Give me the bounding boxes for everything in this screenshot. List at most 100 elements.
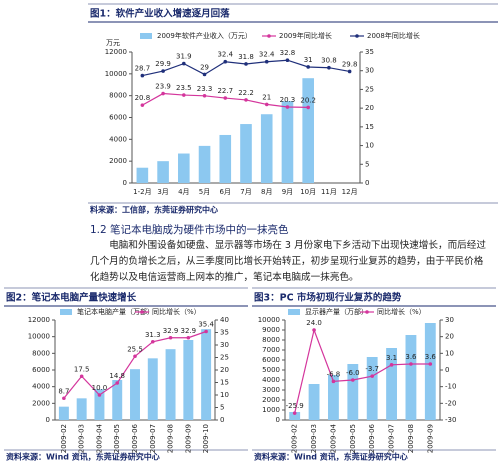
marker bbox=[428, 362, 433, 366]
legend-marker bbox=[355, 34, 359, 38]
x-tick-label: 1-2月 bbox=[133, 188, 151, 196]
y-tick-label: 6000 bbox=[109, 114, 127, 122]
y2-tick-label: 30 bbox=[365, 67, 374, 75]
y-tick-label: 4000 bbox=[262, 376, 280, 384]
marker bbox=[97, 393, 102, 397]
marker bbox=[370, 374, 374, 378]
y-tick-label: 0 bbox=[276, 416, 280, 424]
data-label: 30.8 bbox=[321, 57, 337, 65]
y2-tick-label: 40 bbox=[220, 316, 229, 324]
bar bbox=[328, 375, 339, 420]
bar bbox=[240, 124, 252, 183]
data-label: 35.4 bbox=[198, 321, 214, 329]
bar bbox=[165, 349, 176, 420]
marker bbox=[292, 411, 297, 415]
bar bbox=[405, 335, 417, 420]
data-label: 23.5 bbox=[176, 84, 192, 92]
y-axis-label: 万元 bbox=[106, 39, 120, 47]
x-tick-label: 2009-02 bbox=[60, 424, 68, 453]
legend-label: 同比增长（%） bbox=[377, 307, 426, 316]
x-tick-label: 2009-09 bbox=[426, 424, 434, 453]
marker bbox=[331, 379, 336, 384]
data-label: 3.1 bbox=[386, 354, 397, 362]
marker bbox=[133, 354, 137, 359]
data-label: 20.8 bbox=[135, 94, 151, 102]
bar bbox=[198, 145, 211, 183]
y2-tick-label: 10 bbox=[445, 349, 454, 357]
x-tick-label: 2009-08 bbox=[407, 424, 415, 453]
data-label: 22.7 bbox=[217, 87, 233, 95]
data-label: 20.2 bbox=[300, 96, 316, 104]
y-tick-label: 2000 bbox=[262, 396, 280, 404]
y-tick-label: 2000 bbox=[32, 399, 50, 407]
x-tick-label: 2009-07 bbox=[149, 424, 157, 453]
y2-tick-label: -30 bbox=[445, 416, 456, 424]
legend-label: 2009年软件产业收入（万元） bbox=[157, 31, 252, 40]
marker bbox=[202, 93, 207, 98]
y2-tick-label: 20 bbox=[220, 366, 229, 374]
bar bbox=[219, 134, 232, 183]
marker bbox=[244, 98, 248, 102]
x-tick-label: 7月 bbox=[240, 188, 251, 196]
bar bbox=[94, 389, 105, 420]
marker bbox=[115, 381, 120, 385]
marker bbox=[202, 72, 207, 77]
data-label: 21 bbox=[262, 93, 271, 101]
y2-tick-label: 10 bbox=[365, 142, 374, 150]
bar bbox=[386, 348, 397, 420]
y-tick-label: 8000 bbox=[32, 349, 50, 357]
marker bbox=[182, 93, 186, 97]
marker bbox=[351, 378, 355, 382]
data-label: 32.4 bbox=[217, 51, 233, 59]
section-heading: 1.2 笔记本电脑成为硬件市场中的一抹亮色 bbox=[90, 224, 289, 236]
legend-label: 笔记本电脑产量（万部） bbox=[77, 307, 154, 316]
marker bbox=[285, 105, 290, 109]
marker bbox=[223, 59, 228, 64]
y-tick-label: 6000 bbox=[262, 356, 280, 364]
marker bbox=[161, 69, 165, 73]
y2-tick-label: 0 bbox=[445, 366, 449, 374]
bar bbox=[281, 101, 294, 183]
y-tick-label: 0 bbox=[123, 179, 127, 187]
y2-tick-label: 25 bbox=[365, 85, 374, 93]
x-tick-label: 2009-04 bbox=[329, 423, 337, 453]
legend-marker bbox=[267, 34, 271, 38]
y-tick-label: 10000 bbox=[28, 333, 50, 341]
data-label: 31.8 bbox=[238, 53, 254, 61]
data-label: 31 bbox=[304, 56, 313, 64]
marker bbox=[150, 339, 155, 344]
legend-label: 2008年同比增长 bbox=[367, 31, 420, 40]
data-label: 31.3 bbox=[145, 331, 161, 339]
paragraph: 电脑和外围设备如硬盘、显示器等市场在 3 月份家电下乡活动下出现快速增长，而后经… bbox=[90, 240, 486, 283]
x-tick-label: 2009-10 bbox=[202, 424, 210, 453]
y2-tick-label: 10 bbox=[220, 391, 229, 399]
y-tick-label: 8000 bbox=[109, 92, 127, 100]
marker bbox=[306, 105, 310, 110]
marker bbox=[389, 363, 394, 367]
y2-tick-label: 30 bbox=[445, 316, 454, 324]
x-tick-label: 2009-08 bbox=[167, 424, 175, 453]
marker bbox=[223, 96, 228, 100]
marker bbox=[182, 61, 186, 66]
data-label: 32.8 bbox=[280, 49, 296, 57]
data-label: 31.9 bbox=[176, 53, 192, 61]
bar bbox=[308, 384, 320, 420]
legend-swatch bbox=[288, 309, 300, 315]
marker bbox=[285, 58, 290, 63]
y-tick-label: 8000 bbox=[262, 336, 280, 344]
marker bbox=[409, 362, 413, 366]
data-label: 29 bbox=[200, 63, 209, 71]
y2-tick-label: 35 bbox=[220, 329, 229, 337]
marker bbox=[168, 335, 173, 340]
x-tick-label: 8月 bbox=[261, 188, 272, 196]
bar bbox=[76, 398, 87, 420]
y-tick-label: 10000 bbox=[105, 70, 127, 78]
legend-marker bbox=[365, 310, 369, 314]
data-label: 3.6 bbox=[425, 353, 437, 361]
marker bbox=[306, 65, 310, 69]
marker bbox=[312, 328, 316, 332]
marker bbox=[140, 103, 145, 107]
marker bbox=[244, 62, 248, 66]
bar bbox=[130, 369, 140, 420]
